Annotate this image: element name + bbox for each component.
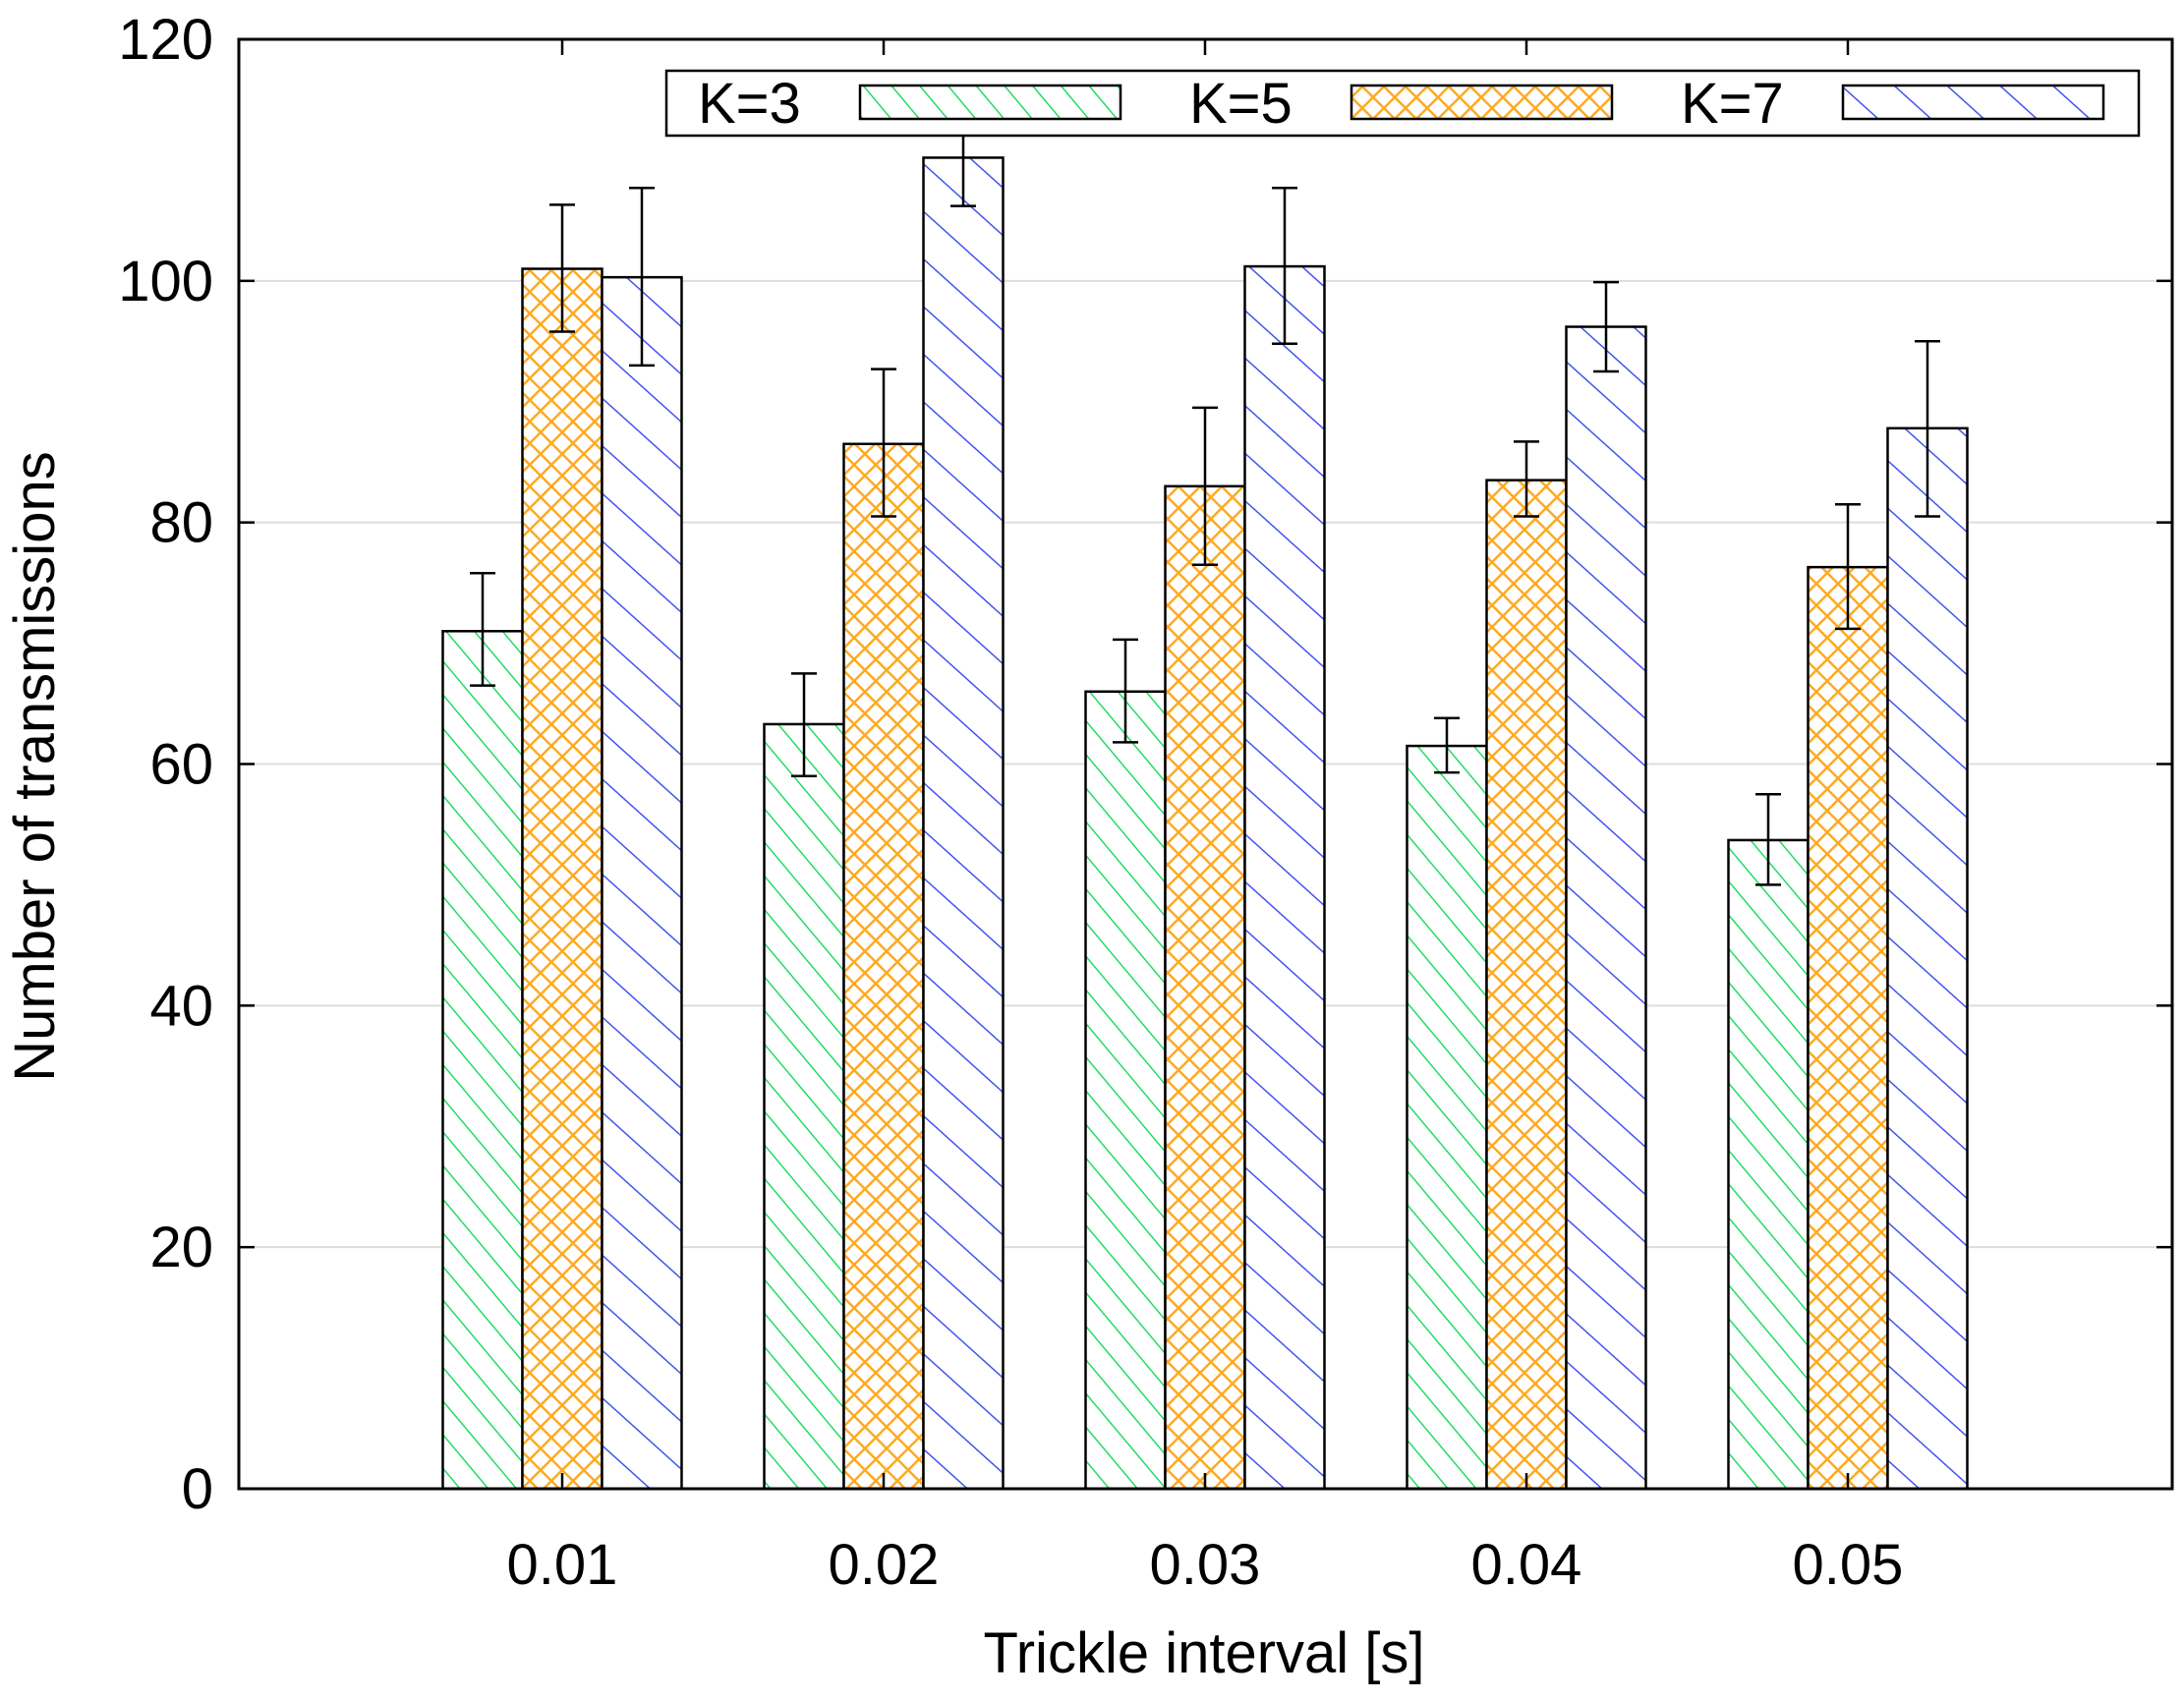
bar-k5-0.03 <box>1164 484 1246 1491</box>
x-tick-label: 0.01 <box>507 1533 618 1597</box>
y-tick-label: 120 <box>118 8 213 72</box>
bar-k3-0.02 <box>763 722 845 1491</box>
bar-k5-0.04 <box>1485 479 1568 1491</box>
bar-k7-0.04 <box>1565 325 1647 1491</box>
y-tick-label: 40 <box>149 974 213 1038</box>
y-tick-label: 100 <box>118 250 213 313</box>
bar-k5-0.05 <box>1807 565 1889 1491</box>
axis-ticks <box>239 37 2172 1491</box>
bar-k7-0.01 <box>601 275 683 1491</box>
legend-label-k5: K=5 <box>1189 72 1293 136</box>
legend-swatch-k7 <box>1841 84 2105 121</box>
y-tick-label: 20 <box>149 1216 213 1279</box>
y-tick-label: 0 <box>182 1457 213 1521</box>
bar-k3-0.03 <box>1084 690 1167 1491</box>
bar-k7-0.03 <box>1243 264 1326 1491</box>
bar-k5-0.01 <box>521 267 603 1491</box>
y-tick-label: 80 <box>149 491 213 555</box>
bar-k7-0.02 <box>922 156 1005 1491</box>
legend-swatch-k3 <box>858 84 1122 121</box>
y-tick-labels: 0 20 40 60 80 100 120 <box>118 8 213 1521</box>
bar-k3-0.04 <box>1406 744 1488 1491</box>
bar-k5-0.02 <box>842 442 925 1491</box>
bars <box>441 156 1969 1491</box>
x-axis-label: Trickle interval [s] <box>983 1621 1424 1685</box>
bar-k3-0.05 <box>1727 838 1810 1491</box>
legend-label-k7: K=7 <box>1681 72 1784 136</box>
x-tick-labels: 0.01 0.02 0.03 0.04 0.05 <box>507 1533 1904 1597</box>
x-tick-label: 0.02 <box>829 1533 940 1597</box>
y-axis-label: Number of transmissions <box>3 451 67 1081</box>
legend: K=3 K=5 K=7 <box>664 69 2141 138</box>
legend-label-k3: K=3 <box>698 72 801 136</box>
x-tick-label: 0.03 <box>1150 1533 1261 1597</box>
y-tick-label: 60 <box>149 733 213 797</box>
x-tick-label: 0.04 <box>1471 1533 1582 1597</box>
bar-k7-0.05 <box>1886 426 1969 1491</box>
legend-swatch-k5 <box>1350 84 1614 121</box>
bar-k3-0.01 <box>441 630 524 1491</box>
x-tick-label: 0.05 <box>1793 1533 1904 1597</box>
